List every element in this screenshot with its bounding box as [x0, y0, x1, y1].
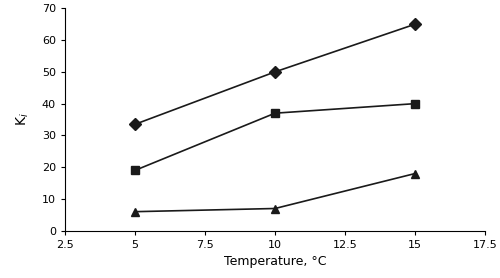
- X-axis label: Temperature, °C: Temperature, °C: [224, 255, 326, 268]
- Text: K$_i$: K$_i$: [15, 113, 31, 126]
